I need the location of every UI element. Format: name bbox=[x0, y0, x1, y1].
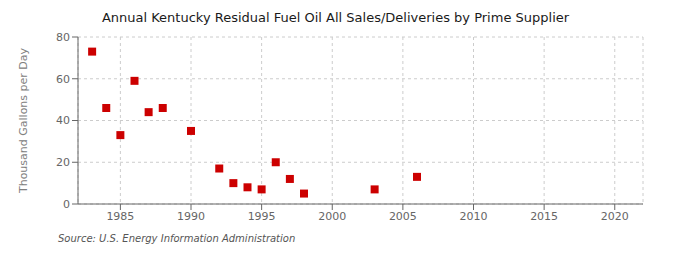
svg-text:40: 40 bbox=[56, 114, 70, 127]
svg-text:20: 20 bbox=[56, 156, 70, 169]
svg-text:1990: 1990 bbox=[177, 210, 205, 223]
svg-text:1995: 1995 bbox=[248, 210, 276, 223]
html-text:Annual Kentucky Residual Fuel: Annual Kentucky Residual Fuel Oil All Sa… bbox=[101, 10, 570, 25]
svg-text:Thousand Gallons per Day: Thousand Gallons per Day bbox=[17, 47, 30, 194]
svg-text:2000: 2000 bbox=[318, 210, 346, 223]
svg-text:2015: 2015 bbox=[530, 210, 558, 223]
svg-text:2020: 2020 bbox=[601, 210, 629, 223]
svg-text:1985: 1985 bbox=[106, 210, 134, 223]
svg-text:2005: 2005 bbox=[389, 210, 417, 223]
svg-text:60: 60 bbox=[56, 73, 70, 86]
svg-text:0: 0 bbox=[63, 198, 70, 211]
svg-text:80: 80 bbox=[56, 31, 70, 44]
svg-text:2010: 2010 bbox=[460, 210, 488, 223]
html-text:Source: U.S. Energy Informatio: Source: U.S. Energy Information Administ… bbox=[58, 233, 296, 244]
